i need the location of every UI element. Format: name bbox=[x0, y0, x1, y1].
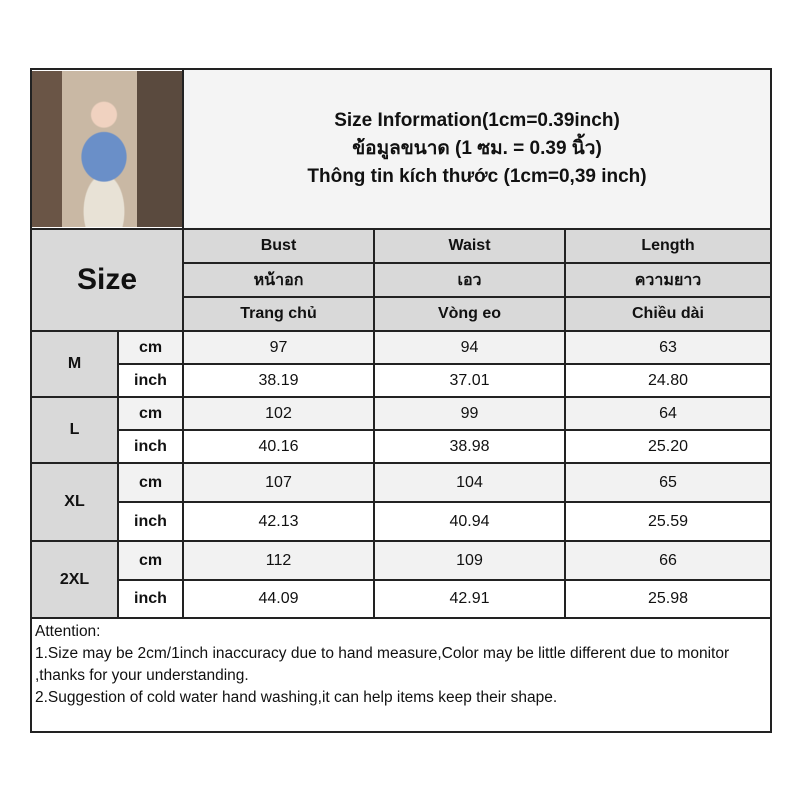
measure-cell: 94 bbox=[373, 330, 566, 365]
attention-notes: Attention: 1.Size may be 2cm/1inch inacc… bbox=[30, 617, 772, 733]
unit-label: cm bbox=[117, 462, 184, 503]
col-length-vi: Chiều dài bbox=[564, 296, 772, 332]
attention-line-1: 1.Size may be 2cm/1inch inaccuracy due t… bbox=[35, 645, 730, 684]
size-XL: XL bbox=[30, 462, 119, 542]
unit-label: cm bbox=[117, 396, 184, 431]
unit-label: cm bbox=[117, 540, 184, 581]
col-bust-vi: Trang chủ bbox=[182, 296, 375, 332]
size-chart: Size Information(1cm=0.39inch) ข้อมูลขนา… bbox=[30, 68, 772, 733]
col-waist-vi: Vòng eo bbox=[373, 296, 566, 332]
title-english: Size Information(1cm=0.39inch) bbox=[334, 110, 620, 131]
measure-cell: 99 bbox=[373, 396, 566, 431]
measure-cell: 38.19 bbox=[182, 363, 375, 398]
measure-cell: 112 bbox=[182, 540, 375, 581]
measure-cell: 109 bbox=[373, 540, 566, 581]
measure-cell: 102 bbox=[182, 396, 375, 431]
measure-cell: 65 bbox=[564, 462, 772, 503]
measure-cell: 24.80 bbox=[564, 363, 772, 398]
table-row: 2XL cm 112 109 66 bbox=[30, 540, 772, 619]
unit-label: inch bbox=[117, 363, 184, 398]
measure-cell: 44.09 bbox=[182, 579, 375, 619]
size-M: M bbox=[30, 330, 119, 398]
measure-cell: 97 bbox=[182, 330, 375, 365]
measure-cell: 66 bbox=[564, 540, 772, 581]
measure-cell: 42.13 bbox=[182, 501, 375, 542]
size-table: Size Information(1cm=0.39inch) ข้อมูลขนา… bbox=[30, 68, 772, 733]
unit-label: inch bbox=[117, 429, 184, 464]
table-row: inch 40.16 38.98 25.20 bbox=[31, 429, 772, 464]
col-waist-en: Waist bbox=[373, 228, 566, 264]
col-bust-th: หน้าอก bbox=[182, 262, 375, 298]
measure-cell: 37.01 bbox=[373, 363, 566, 398]
size-L: L bbox=[30, 396, 119, 464]
measure-cell: 104 bbox=[373, 462, 566, 503]
product-photo bbox=[30, 68, 184, 230]
col-length-en: Length bbox=[564, 228, 772, 264]
size-header: Size bbox=[30, 228, 184, 332]
measure-cell: 42.91 bbox=[373, 579, 566, 619]
measure-cell: 107 bbox=[182, 462, 375, 503]
measure-cell: 63 bbox=[564, 330, 772, 365]
measure-cell: 25.20 bbox=[564, 429, 772, 464]
size-2XL: 2XL bbox=[30, 540, 119, 619]
measure-cell: 25.98 bbox=[564, 579, 772, 619]
unit-label: inch bbox=[117, 579, 184, 619]
col-bust-en: Bust bbox=[182, 228, 375, 264]
table-row: inch 42.13 40.94 25.59 bbox=[31, 501, 772, 542]
table-row: XL cm 107 104 65 bbox=[30, 462, 772, 542]
table-row: inch 38.19 37.01 24.80 bbox=[31, 363, 772, 398]
attention-heading: Attention: bbox=[35, 623, 101, 640]
measure-cell: 25.59 bbox=[564, 501, 772, 542]
title-vietnamese: Thông tin kích thước (1cm=0,39 inch) bbox=[307, 166, 647, 187]
measure-cell: 38.98 bbox=[373, 429, 566, 464]
chart-title: Size Information(1cm=0.39inch) ข้อมูลขนา… bbox=[182, 68, 772, 230]
attention-line-2: 2.Suggestion of cold water hand washing,… bbox=[35, 689, 558, 706]
measure-cell: 64 bbox=[564, 396, 772, 431]
unit-label: cm bbox=[117, 330, 184, 365]
table-row: inch 44.09 42.91 25.98 bbox=[31, 579, 772, 619]
unit-label: inch bbox=[117, 501, 184, 542]
col-waist-th: เอว bbox=[373, 262, 566, 298]
measure-cell: 40.94 bbox=[373, 501, 566, 542]
col-length-th: ความยาว bbox=[564, 262, 772, 298]
title-thai: ข้อมูลขนาด (1 ซม. = 0.39 นิ้ว) bbox=[352, 138, 602, 159]
measure-cell: 40.16 bbox=[182, 429, 375, 464]
